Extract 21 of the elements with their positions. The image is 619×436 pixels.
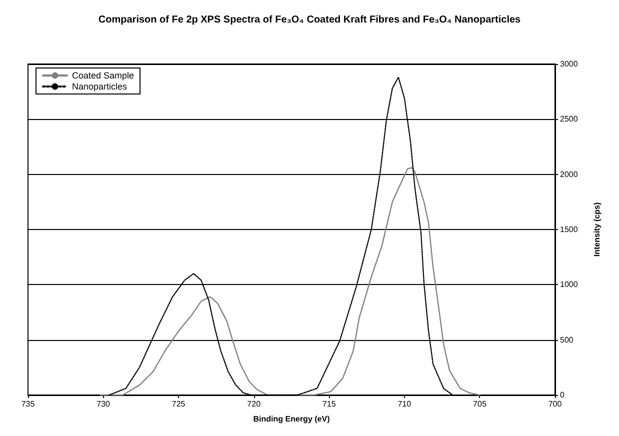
y-axis-title: Intensity (cps): [592, 202, 602, 257]
x-tick-label: 730: [96, 400, 111, 408]
y-tick-label: 2000: [560, 170, 578, 179]
x-tick-label: 735: [21, 400, 36, 408]
legend-label: Coated Sample: [72, 70, 134, 80]
x-tick-label: 710: [398, 400, 412, 408]
x-axis-title: Binding Energy (eV): [253, 414, 330, 424]
y-tick-label: 1500: [560, 225, 578, 234]
y-tick-label: 3000: [560, 60, 578, 68]
y-tick-label: 1000: [560, 280, 578, 290]
line-series: [100, 167, 480, 396]
x-tick-label: 715: [322, 400, 336, 408]
y-tick-label: 2500: [560, 114, 578, 124]
x-tick-label: 705: [473, 400, 487, 408]
y-tick-label: 0: [560, 390, 565, 400]
x-tick-label: 700: [548, 400, 562, 408]
y-tick-label: 500: [560, 335, 574, 344]
legend-label: Nanoparticles: [72, 82, 128, 92]
chart-title: Comparison of Fe 2p XPS Spectra of Fe₃O₄ Coated Kraft Fibres and Fe₃O₄ Nanoparticles: [98, 14, 522, 26]
x-tick-label: 720: [247, 400, 262, 408]
x-tick-label: 725: [172, 400, 186, 408]
